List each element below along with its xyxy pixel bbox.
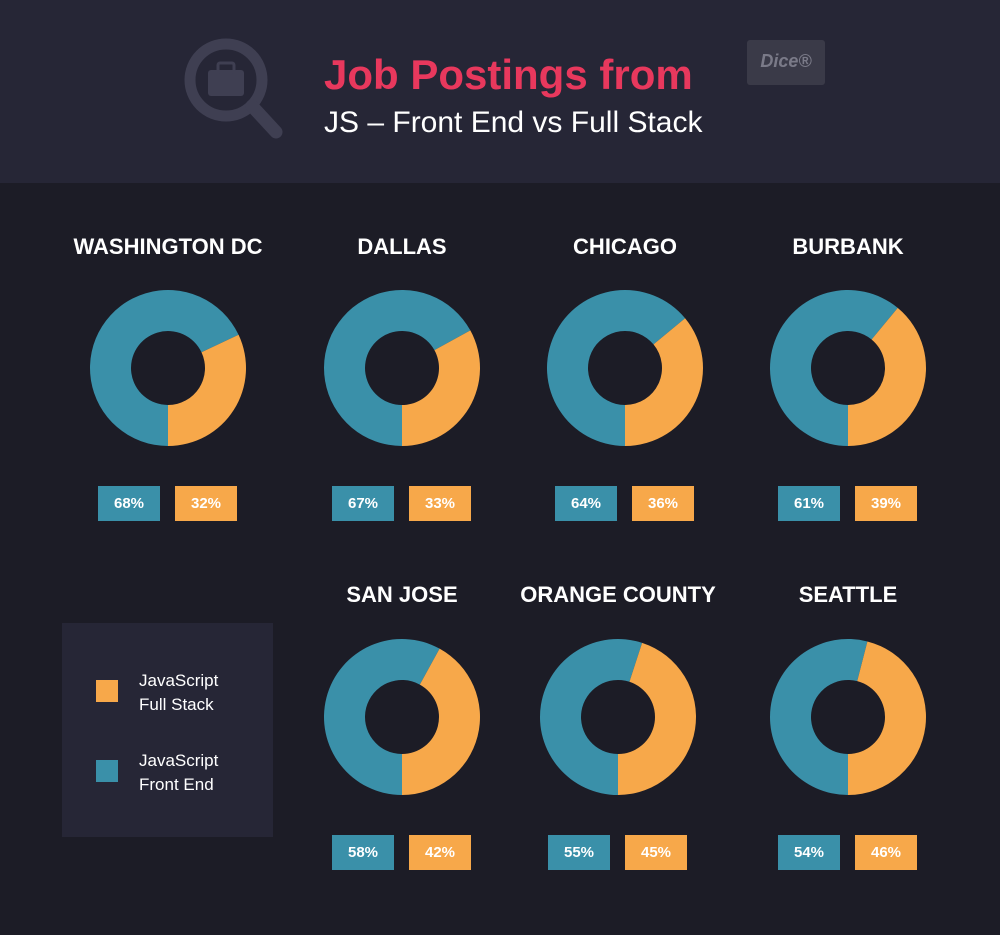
briefcase-handle	[216, 61, 236, 74]
value-label-box	[855, 486, 917, 521]
logo-box	[747, 40, 825, 85]
value-label-box	[409, 486, 471, 521]
value-label: 54%	[794, 844, 824, 861]
value-label-box	[332, 835, 394, 870]
value-label: 58%	[348, 844, 378, 861]
briefcase-icon	[208, 70, 244, 96]
chart-title: ORANGE COUNTY	[520, 582, 716, 607]
chart-title: SEATTLE	[799, 582, 898, 607]
donut-slice	[323, 639, 440, 795]
donut-slice	[848, 307, 927, 446]
magnifier-icon	[184, 38, 268, 122]
value-label: 46%	[871, 844, 901, 861]
chart-title: SAN JOSE	[346, 582, 457, 607]
value-label: 42%	[425, 844, 455, 861]
value-label-box	[778, 835, 840, 870]
value-label: 45%	[641, 844, 671, 861]
value-label: 33%	[425, 495, 455, 512]
value-label-box	[555, 486, 617, 521]
legend-box	[62, 623, 273, 837]
donut-slice	[402, 330, 481, 446]
donut-slice	[324, 290, 471, 446]
value-label: 36%	[648, 495, 678, 512]
donut-slice	[625, 318, 703, 446]
value-label-box	[855, 835, 917, 870]
donut-slice	[168, 334, 247, 446]
value-label-box	[332, 486, 394, 521]
value-label: 64%	[571, 495, 601, 512]
value-label: 32%	[191, 495, 221, 512]
header-band	[0, 0, 1000, 183]
chart-title: DALLAS	[357, 234, 446, 259]
value-label: 55%	[564, 844, 594, 861]
donut-slice	[769, 639, 868, 795]
donut-slice	[770, 290, 898, 446]
donut-slice	[540, 638, 643, 795]
value-label-box	[409, 835, 471, 870]
value-label: 67%	[348, 495, 378, 512]
value-label: 39%	[871, 495, 901, 512]
chart-title: WASHINGTON DC	[73, 234, 262, 259]
value-label-box	[175, 486, 237, 521]
value-label: 68%	[114, 495, 144, 512]
value-label-box	[778, 486, 840, 521]
legend-swatch	[96, 760, 118, 782]
subtitle: JS – Front End vs Full Stack	[324, 106, 703, 139]
chart-title: BURBANK	[792, 234, 903, 259]
chart-title: CHICAGO	[573, 234, 677, 259]
legend-label: JavaScript Front End	[139, 751, 219, 794]
value-label: 61%	[794, 495, 824, 512]
donut-slice	[848, 641, 926, 795]
legend-label: JavaScript Full Stack	[139, 671, 219, 714]
title: Job Postings from	[324, 51, 693, 98]
magnifier-handle	[245, 99, 283, 139]
value-label-box	[548, 835, 610, 870]
logo: Dice®	[760, 51, 812, 71]
legend-swatch	[96, 680, 118, 702]
donut-slice	[547, 290, 686, 446]
value-label-box	[625, 835, 687, 870]
value-label-box	[98, 486, 160, 521]
donut-slice	[618, 642, 696, 796]
donut-slice	[90, 290, 239, 446]
donut-slice	[402, 648, 480, 795]
value-label-box	[632, 486, 694, 521]
